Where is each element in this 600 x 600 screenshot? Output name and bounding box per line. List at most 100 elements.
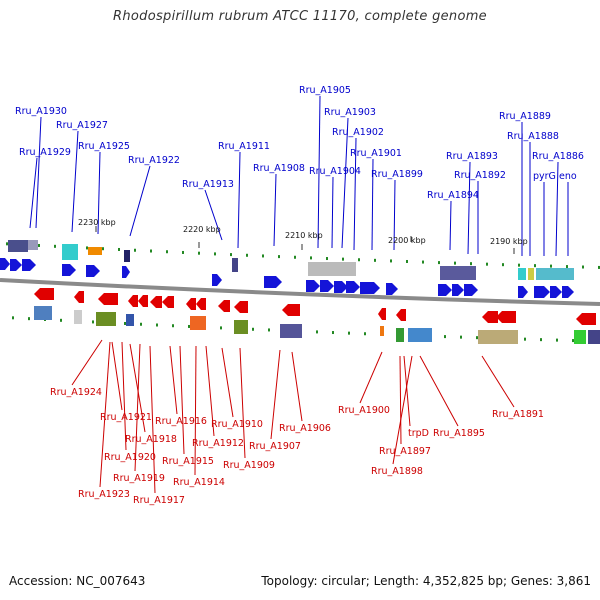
gene-label-rru-a1889[interactable]: Rru_A1889: [499, 111, 551, 122]
label-leader-line: [71, 339, 103, 386]
tick-mark: [566, 265, 568, 269]
gene-label-rru-a1895[interactable]: Rru_A1895: [433, 428, 485, 439]
label-leader-line: [341, 117, 349, 249]
tick-mark: [310, 256, 312, 260]
feature-block: [88, 247, 102, 255]
reverse-gene-arrow: [34, 288, 54, 300]
gene-label-rru-a1892[interactable]: Rru_A1892: [454, 170, 506, 181]
tick-mark: [12, 316, 14, 320]
forward-gene-arrow: [464, 284, 478, 296]
gene-label-rru-a1913[interactable]: Rru_A1913: [182, 179, 234, 190]
gene-label-rru-a1903[interactable]: Rru_A1903: [324, 107, 376, 118]
label-leader-line: [481, 355, 515, 408]
tick-mark: [124, 321, 126, 325]
label-leader-line: [449, 200, 452, 251]
gene-label-rru-a1922[interactable]: Rru_A1922: [128, 155, 180, 166]
tick-mark: [390, 259, 392, 263]
gene-label-rru-a1910[interactable]: Rru_A1910: [211, 419, 263, 430]
gene-label-rru-a1906[interactable]: Rru_A1906: [279, 423, 331, 434]
gene-label-eno[interactable]: eno: [559, 171, 577, 182]
reverse-gene-arrow: [496, 311, 516, 323]
gene-label-rru-a1912[interactable]: Rru_A1912: [192, 438, 244, 449]
gene-label-rru-a1898[interactable]: Rru_A1898: [371, 466, 423, 477]
accession-text: Accession: NC_007643: [9, 574, 146, 588]
forward-gene-arrow: [212, 274, 222, 286]
gene-label-rru-a1891[interactable]: Rru_A1891: [492, 409, 544, 420]
tick-mark: [438, 261, 440, 265]
feature-block: [126, 314, 134, 326]
gene-label-rru-a1914[interactable]: Rru_A1914: [173, 477, 225, 488]
reverse-gene-arrow: [150, 296, 162, 308]
gene-label-pyrg[interactable]: pyrG: [533, 171, 556, 182]
reverse-gene-arrow: [138, 295, 148, 307]
feature-block: [478, 330, 518, 344]
forward-gene-arrow: [550, 286, 562, 298]
label-leader-line: [194, 345, 197, 476]
gene-label-trpd[interactable]: trpD: [408, 428, 429, 439]
reverse-gene-arrow: [74, 291, 84, 303]
tick-mark: [534, 264, 536, 268]
reverse-gene-arrow: [576, 313, 596, 325]
tick-mark: [60, 318, 62, 322]
label-leader-line: [403, 355, 411, 427]
reverse-gene-arrow: [218, 300, 230, 312]
gene-label-rru-a1918[interactable]: Rru_A1918: [125, 434, 177, 445]
tick-mark: [374, 258, 376, 262]
gene-label-rru-a1905[interactable]: Rru_A1905: [299, 85, 351, 96]
gene-label-rru-a1893[interactable]: Rru_A1893: [446, 151, 498, 162]
gene-label-rru-a1894[interactable]: Rru_A1894: [427, 190, 479, 201]
gene-label-rru-a1920[interactable]: Rru_A1920: [104, 452, 156, 463]
gene-label-rru-a1915[interactable]: Rru_A1915: [162, 456, 214, 467]
tick-mark: [262, 254, 264, 258]
reverse-gene-arrow: [98, 293, 118, 305]
label-leader-line: [392, 355, 413, 465]
gene-label-rru-a1907[interactable]: Rru_A1907: [249, 441, 301, 452]
gene-label-rru-a1911[interactable]: Rru_A1911: [218, 141, 270, 152]
feature-block: [124, 250, 130, 262]
tick-mark: [54, 244, 56, 248]
gene-label-rru-a1919[interactable]: Rru_A1919: [113, 473, 165, 484]
label-leader-line: [331, 176, 334, 249]
gene-label-rru-a1900[interactable]: Rru_A1900: [338, 405, 390, 416]
gene-label-rru-a1901[interactable]: Rru_A1901: [350, 148, 402, 159]
feature-block: [518, 268, 526, 280]
gene-label-rru-a1902[interactable]: Rru_A1902: [332, 127, 384, 138]
forward-gene-arrow: [386, 283, 398, 295]
gene-label-rru-a1916[interactable]: Rru_A1916: [155, 416, 207, 427]
gene-label-rru-a1917[interactable]: Rru_A1917: [133, 495, 185, 506]
gene-label-rru-a1886[interactable]: Rru_A1886: [532, 151, 584, 162]
label-leader-line: [273, 173, 277, 247]
tick-mark: [166, 250, 168, 254]
gene-label-rru-a1899[interactable]: Rru_A1899: [371, 169, 423, 180]
gene-label-rru-a1923[interactable]: Rru_A1923: [78, 489, 130, 500]
gene-label-rru-a1925[interactable]: Rru_A1925: [78, 141, 130, 152]
label-leader-line: [179, 345, 185, 455]
gene-label-rru-a1921[interactable]: Rru_A1921: [100, 412, 152, 423]
gene-label-rru-a1924[interactable]: Rru_A1924: [50, 387, 102, 398]
tick-mark: [486, 262, 488, 266]
label-leader-line: [121, 341, 127, 451]
tick-mark: [502, 263, 504, 267]
forward-gene-arrow: [534, 286, 550, 298]
forward-gene-arrow: [518, 286, 528, 298]
gene-label-rru-a1929[interactable]: Rru_A1929: [19, 147, 71, 158]
label-leader-line: [371, 158, 374, 251]
label-leader-line: [134, 343, 141, 472]
label-leader-line: [237, 151, 241, 249]
genome-summary-text: Topology: circular; Length: 4,352,825 bp…: [261, 574, 591, 588]
gene-label-rru-a1897[interactable]: Rru_A1897: [379, 446, 431, 457]
gene-label-rru-a1927[interactable]: Rru_A1927: [56, 120, 108, 131]
tick-mark: [230, 253, 232, 257]
tick-mark: [358, 258, 360, 262]
gene-label-rru-a1909[interactable]: Rru_A1909: [223, 460, 275, 471]
gene-label-rru-a1888[interactable]: Rru_A1888: [507, 131, 559, 142]
gene-label-rru-a1908[interactable]: Rru_A1908: [253, 163, 305, 174]
reverse-gene-arrow: [282, 304, 300, 316]
label-leader-line: [111, 341, 123, 411]
tick-mark: [476, 336, 478, 340]
feature-block: [34, 306, 52, 320]
feature-block: [528, 268, 534, 280]
gene-label-rru-a1930[interactable]: Rru_A1930: [15, 106, 67, 117]
gene-label-rru-a1904[interactable]: Rru_A1904: [309, 166, 361, 177]
